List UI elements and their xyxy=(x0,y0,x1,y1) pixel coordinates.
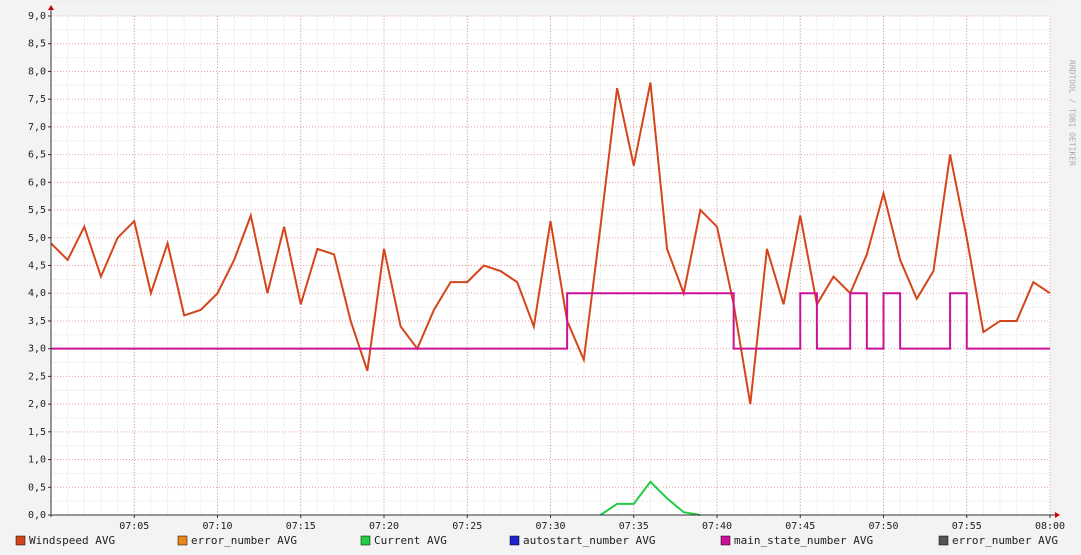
x-tick-label: 08:00 xyxy=(1035,521,1065,532)
y-tick-label: 5,5 xyxy=(28,205,46,216)
x-tick-label: 07:20 xyxy=(369,521,399,532)
y-tick-label: 1,5 xyxy=(28,427,46,438)
x-tick-label: 07:55 xyxy=(952,521,982,532)
legend-swatch xyxy=(938,535,949,546)
y-arrow xyxy=(48,5,54,10)
series-line xyxy=(51,292,1050,350)
legend-label: Windspeed AVG xyxy=(29,534,115,547)
x-arrow xyxy=(1055,512,1060,518)
x-tick-label: 07:15 xyxy=(286,521,316,532)
y-tick-label: 3,0 xyxy=(28,344,46,355)
y-tick-label: 7,5 xyxy=(28,94,46,105)
legend-label: main_state_number AVG xyxy=(734,534,873,547)
y-tick-label: 2,0 xyxy=(28,399,46,410)
legend-swatch xyxy=(15,535,26,546)
y-tick-label: 7,0 xyxy=(28,122,46,133)
y-tick-label: 9,0 xyxy=(28,11,46,22)
legend-label: error_number AVG xyxy=(952,534,1058,547)
legend-swatch xyxy=(360,535,371,546)
legend-swatch xyxy=(720,535,731,546)
legend-label: error_number AVG xyxy=(191,534,297,547)
x-tick-label: 07:05 xyxy=(119,521,149,532)
legend-label: Current AVG xyxy=(374,534,447,547)
y-tick-label: 2,5 xyxy=(28,371,46,382)
y-tick-label: 0,5 xyxy=(28,482,46,493)
watermark: RRDTOOL / TOBI OETIKER xyxy=(1068,60,1077,166)
x-tick-label: 07:25 xyxy=(452,521,482,532)
x-tick-label: 07:10 xyxy=(202,521,232,532)
x-tick-label: 07:50 xyxy=(868,521,898,532)
x-tick-label: 07:30 xyxy=(535,521,565,532)
x-tick-label: 07:35 xyxy=(619,521,649,532)
x-tick-label: 07:40 xyxy=(702,521,732,532)
x-tick-label: 07:45 xyxy=(785,521,815,532)
series-line xyxy=(50,82,1051,405)
y-tick-label: 8,0 xyxy=(28,66,46,77)
y-tick-label: 6,0 xyxy=(28,177,46,188)
series-line xyxy=(599,480,701,516)
y-tick-label: 0,0 xyxy=(28,510,46,521)
legend-label: autostart_number AVG xyxy=(523,534,655,547)
legend-swatch xyxy=(177,535,188,546)
y-tick-label: 5,0 xyxy=(28,233,46,244)
y-tick-label: 4,5 xyxy=(28,261,46,272)
y-tick-label: 1,0 xyxy=(28,455,46,466)
y-tick-label: 3,5 xyxy=(28,316,46,327)
y-tick-label: 4,0 xyxy=(28,288,46,299)
y-tick-label: 6,5 xyxy=(28,150,46,161)
y-tick-label: 8,5 xyxy=(28,39,46,50)
legend-swatch xyxy=(509,535,520,546)
